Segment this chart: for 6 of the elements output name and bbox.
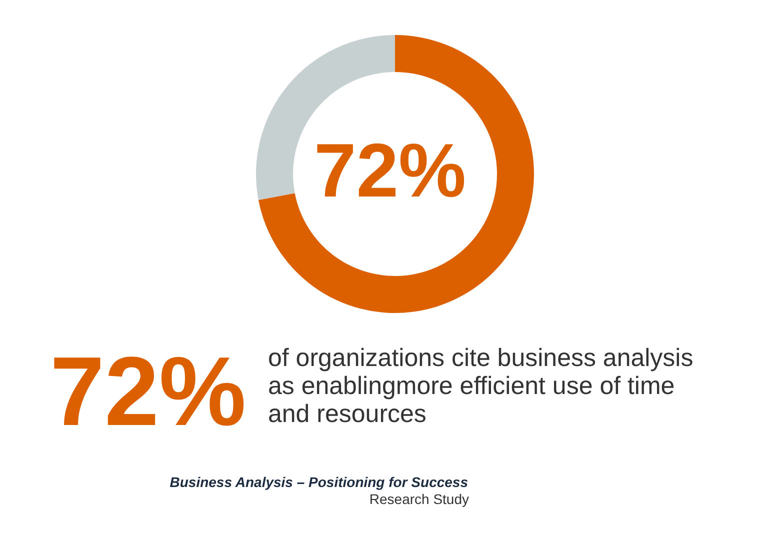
- text: Research Study: [368, 491, 469, 507]
- text: Business Analysis – Positioning for Success: [168, 474, 468, 490]
- text: 72%: [314, 128, 466, 214]
- donut-slice: [258, 35, 534, 313]
- text: 72%: [50, 336, 246, 446]
- text: of organizations cite business analysis as enablingmore efficient use of time and resources: [268, 344, 694, 428]
